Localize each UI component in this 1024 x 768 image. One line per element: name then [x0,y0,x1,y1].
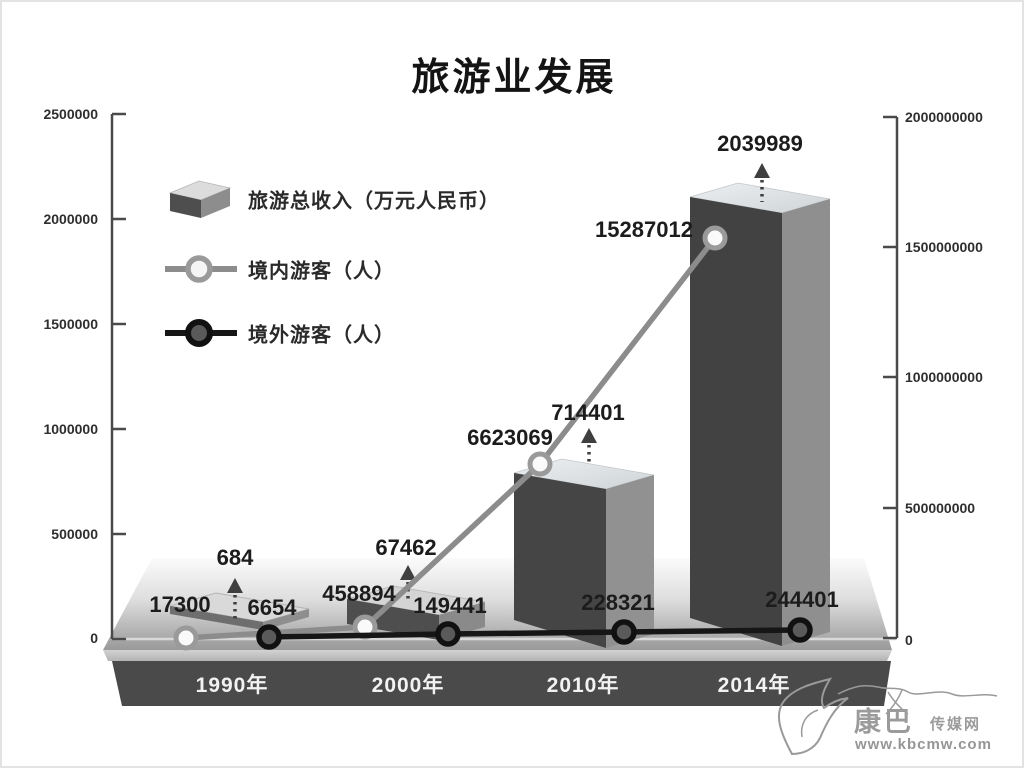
left-axis-tick: 0 [90,630,98,646]
left-axis-tick: 2500000 [43,106,98,122]
left-axis-tick: 1500000 [43,316,98,332]
watermark-brand: 康巴 [854,707,914,737]
legend-light-marker-icon [165,255,237,283]
data-label-domestic-2014: 15287012 [595,217,693,242]
arrow-1990 [227,578,243,620]
category-label-2014: 2014年 [717,674,791,697]
bar-2010 [513,458,655,648]
left-axis [110,112,126,641]
chart-title: 旅游业发展 [411,57,617,99]
legend-dark-marker-icon [165,319,237,347]
right-axis-tick: 0 [905,632,913,648]
legend-label-foreign: 境外游客（人） [248,324,395,347]
right-axis-tick: 500000000 [905,500,976,516]
foreign-line-series [256,617,813,650]
left-axis-tick: 1000000 [43,421,98,437]
legend-label-revenue: 旅游总收入（万元人民币） [248,190,500,213]
legend-label-domestic: 境内游客（人） [248,260,395,283]
data-label-revenue-1990: 684 [216,545,254,570]
right-axis-tick: 1500000000 [905,239,983,255]
data-label-foreign-2014: 244401 [765,587,839,612]
category-label-1990: 1990年 [195,674,269,697]
watermark-url: www.kbcmw.com [855,736,992,753]
bar-2014 [689,182,831,646]
data-label-domestic-1990: 17300 [149,592,211,617]
bar-1990 [169,592,310,630]
right-axis-tick: 1000000000 [905,369,983,385]
left-axis-tick: 500000 [51,526,98,542]
data-label-revenue-2010: 714401 [551,400,625,425]
data-label-foreign-2000: 149441 [413,593,487,618]
arrow-2014 [754,163,770,202]
data-label-foreign-2010: 228321 [581,590,655,615]
legend-box-icon [168,180,232,218]
watermark-brand-suffix: 传媒网 [930,716,982,733]
watermark-logo-icon [777,677,998,756]
data-label-foreign-1990: 6654 [247,595,297,620]
arrow-2000 [400,565,416,602]
data-label-revenue-2014: 2039989 [717,131,803,156]
right-axis [883,115,899,640]
left-axis-tick: 2000000 [43,211,98,227]
right-axis-tick: 2000000000 [905,109,983,125]
category-label-2010: 2010年 [546,674,620,697]
data-label-revenue-2000: 67462 [375,535,437,560]
data-label-domestic-2000: 458894 [322,581,396,606]
arrow-2010 [581,428,597,462]
data-label-domestic-2010: 6623069 [467,425,553,450]
revenue-arrows [227,163,770,620]
category-label-2000: 2000年 [371,674,445,697]
